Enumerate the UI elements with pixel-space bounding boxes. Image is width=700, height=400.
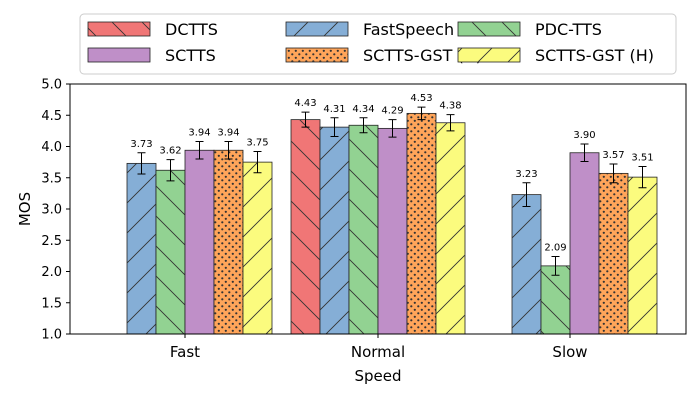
y-tick-label: 2.5 [41, 234, 62, 249]
legend-label: DCTTS [165, 20, 218, 39]
bar [184, 149, 215, 335]
data-label: 3.75 [246, 138, 268, 149]
legend-swatch [87, 47, 151, 63]
bar-hatch [320, 127, 349, 334]
legend-swatch-hatch [88, 22, 150, 36]
x-tick-label: Slow [552, 343, 587, 361]
bar-hatch [407, 113, 436, 334]
y-tick-label: 5.0 [41, 78, 62, 93]
x-axis-title: Speed [354, 367, 401, 385]
data-label: 3.57 [602, 150, 624, 161]
data-label: 4.31 [323, 104, 345, 115]
data-label: 4.29 [381, 106, 403, 117]
legend-label: SCTTS-GST (H) [535, 46, 654, 65]
bar-hatch [127, 163, 156, 334]
data-label: 4.34 [352, 104, 374, 115]
plot-area: 4.43 3.73 4.31 3.23 3.62 4.34 2.09 3.94 4.29 3.90… [126, 93, 658, 335]
bar-hatch [156, 170, 185, 334]
bar [569, 152, 600, 335]
y-tick-label: 1.5 [41, 296, 62, 311]
data-label: 4.38 [439, 101, 461, 112]
legend-label: SCTTS-GST (N) [363, 46, 482, 65]
legend-swatch-hatch [286, 48, 348, 62]
y-tick-label: 4.0 [41, 140, 62, 155]
y-tick-label: 3.0 [41, 203, 62, 218]
bar-hatch [541, 265, 570, 334]
legend-label: FastSpeech [363, 20, 454, 39]
data-label: 4.53 [410, 93, 432, 104]
bar-hatch [243, 162, 272, 334]
bar-hatch [214, 150, 243, 334]
data-label: 3.90 [573, 130, 595, 141]
bar [377, 127, 408, 335]
y-tick-label: 3.5 [41, 171, 62, 186]
y-tick-label: 4.5 [41, 109, 62, 124]
x-tick-label: Normal [351, 343, 405, 361]
bar-hatch [436, 122, 465, 334]
bar-hatch [628, 177, 657, 334]
bar-hatch [291, 119, 320, 334]
legend-frame [79, 13, 677, 75]
y-tick-label: 1.0 [41, 328, 62, 343]
data-label: 3.51 [631, 153, 653, 164]
y-tick-label: 2.0 [41, 265, 62, 280]
data-label: 3.94 [188, 128, 210, 139]
legend-swatch-hatch [458, 48, 520, 62]
axes: 1.0 1.5 2.0 2.5 3.0 3.5 4.0 4.5 5.0 Fast Normal Slo… [16, 78, 687, 385]
bar-hatch [512, 194, 541, 334]
data-label: 4.43 [294, 98, 316, 109]
data-label: 3.62 [159, 146, 181, 157]
legend-swatch-hatch [286, 22, 348, 36]
x-tick-label: Fast [170, 343, 200, 361]
data-label: 2.09 [544, 243, 566, 254]
data-label: 3.94 [217, 128, 239, 139]
data-label: 3.23 [515, 169, 537, 180]
bar-hatch [349, 125, 378, 334]
legend: DCTTS FastSpeech PDC-TTS SCTTS SCTTS-GST (N)… [79, 13, 677, 75]
legend-swatch-hatch [458, 22, 520, 36]
bar-hatch [599, 173, 628, 334]
legend-label: SCTTS [165, 46, 216, 65]
legend-label: PDC-TTS [535, 20, 602, 39]
data-label: 3.73 [130, 139, 152, 150]
y-axis-title: MOS [16, 192, 34, 226]
